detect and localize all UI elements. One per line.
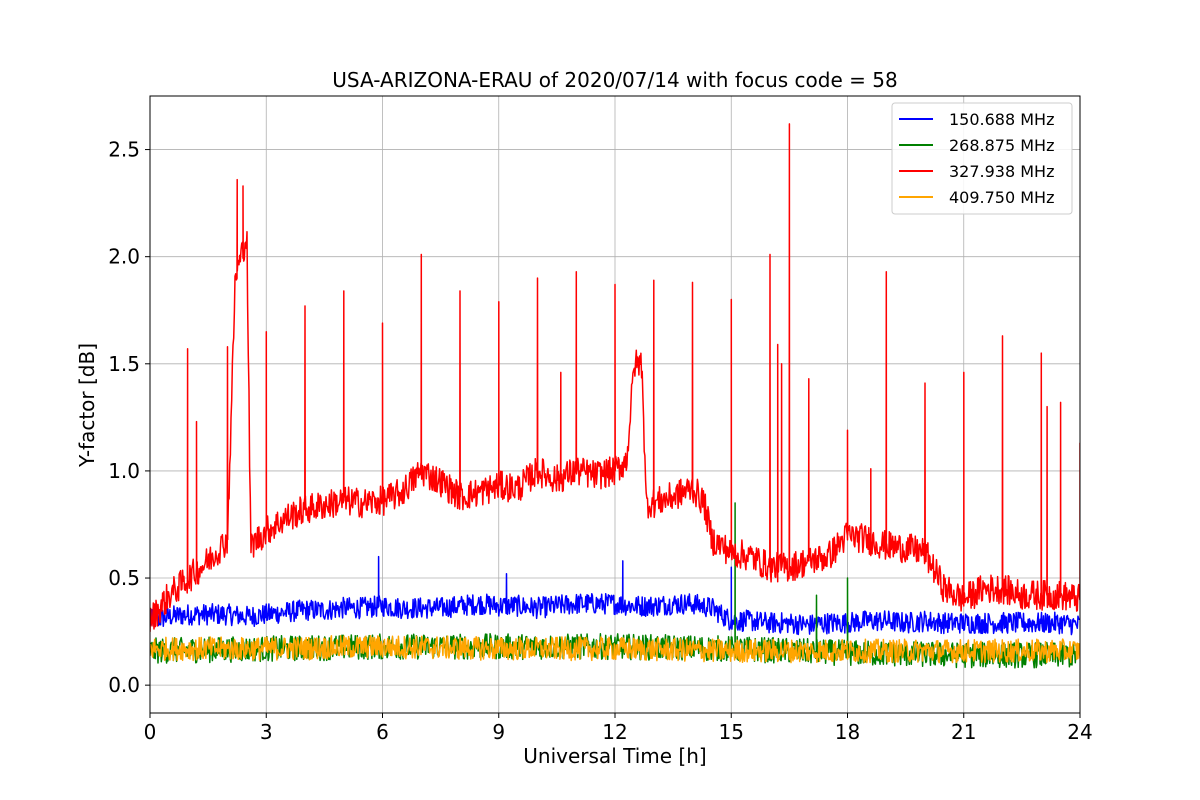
series-line-2 (150, 123, 1080, 632)
x-tick-label: 12 (602, 720, 627, 744)
x-tick-label: 3 (260, 720, 273, 744)
legend-label: 409.750 MHz (949, 188, 1054, 207)
y-axis-label: Y-factor [dB] (75, 343, 99, 468)
y-tick-label: 0.5 (108, 566, 140, 590)
legend-label: 268.875 MHz (949, 136, 1054, 155)
y-tick-label: 0.0 (108, 673, 140, 697)
x-tick-label: 18 (835, 720, 860, 744)
x-tick-label: 9 (492, 720, 505, 744)
y-tick-label: 1.0 (108, 459, 140, 483)
legend-label: 327.938 MHz (949, 162, 1054, 181)
series-layer (150, 123, 1080, 669)
y-tick-label: 1.5 (108, 352, 140, 376)
series-line-0 (150, 555, 1080, 636)
x-tick-label: 0 (144, 720, 157, 744)
ticks: 0 3 6 9 12 15 18 21 24 0.0 0.5 1.0 1.5 2.0 2.5 (108, 138, 1093, 744)
y-tick-label: 2.5 (108, 138, 140, 162)
x-tick-label: 24 (1067, 720, 1092, 744)
x-tick-label: 15 (719, 720, 744, 744)
chart-title: USA-ARIZONA-ERAU of 2020/07/14 with focu… (332, 68, 897, 92)
x-tick-label: 21 (951, 720, 976, 744)
x-axis-label: Universal Time [h] (523, 744, 706, 768)
legend-label: 150.688 MHz (949, 110, 1054, 129)
series-line-3 (150, 635, 1080, 664)
y-tick-label: 2.0 (108, 245, 140, 269)
legend: 150.688 MHz 268.875 MHz 327.938 MHz 409.750… (891, 102, 1073, 215)
legend-box (891, 102, 1073, 215)
x-tick-label: 6 (376, 720, 389, 744)
